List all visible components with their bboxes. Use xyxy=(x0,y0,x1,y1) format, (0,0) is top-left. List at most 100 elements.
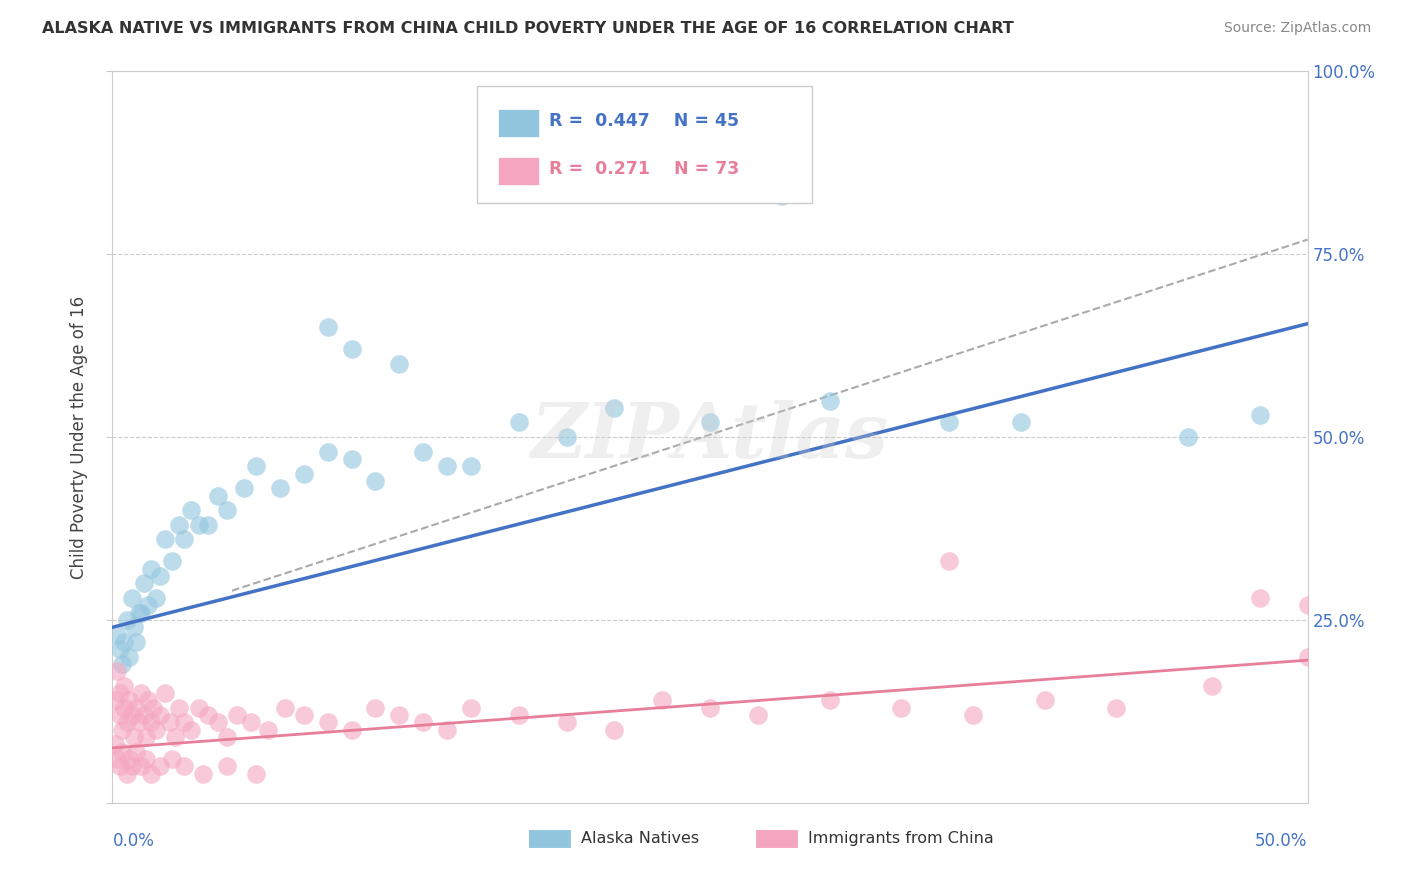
Point xyxy=(938,416,960,430)
Text: 0.0%: 0.0% xyxy=(112,832,155,850)
Point xyxy=(105,664,128,678)
Point xyxy=(135,752,157,766)
Point xyxy=(1010,416,1032,430)
Point xyxy=(197,708,219,723)
Point xyxy=(651,693,673,707)
FancyBboxPatch shape xyxy=(499,110,538,137)
Point xyxy=(1296,599,1319,613)
Point xyxy=(217,730,239,744)
Text: 50.0%: 50.0% xyxy=(1256,832,1308,850)
Point xyxy=(508,708,530,723)
Point xyxy=(108,686,131,700)
Point xyxy=(273,700,295,714)
Point xyxy=(173,759,195,773)
Point xyxy=(240,715,263,730)
Point xyxy=(104,737,127,751)
Point xyxy=(132,576,155,591)
Point xyxy=(292,708,315,723)
Point xyxy=(340,452,363,467)
Point xyxy=(187,700,209,714)
Point xyxy=(125,635,148,649)
Text: R =  0.271    N = 73: R = 0.271 N = 73 xyxy=(548,160,740,178)
Point xyxy=(139,766,162,780)
Point xyxy=(207,715,229,730)
Point xyxy=(747,708,769,723)
Point xyxy=(316,320,339,334)
Point xyxy=(180,503,202,517)
Point xyxy=(149,708,172,723)
Point xyxy=(233,481,256,495)
Point xyxy=(121,759,143,773)
Point xyxy=(125,700,148,714)
Point xyxy=(129,686,152,700)
Point xyxy=(114,635,135,649)
Point xyxy=(132,708,155,723)
Point xyxy=(217,759,239,773)
Point xyxy=(145,591,167,605)
FancyBboxPatch shape xyxy=(755,830,799,848)
Point xyxy=(129,759,152,773)
Point xyxy=(163,730,186,744)
Point xyxy=(316,715,339,730)
Point xyxy=(145,723,167,737)
Point xyxy=(1249,591,1271,605)
Point xyxy=(770,188,793,202)
Point xyxy=(257,723,280,737)
Point xyxy=(412,715,434,730)
Point xyxy=(142,700,165,714)
Point xyxy=(104,693,127,707)
Point xyxy=(388,357,411,371)
Text: R =  0.447    N = 45: R = 0.447 N = 45 xyxy=(548,112,738,130)
Point xyxy=(1296,649,1319,664)
Point xyxy=(129,606,152,620)
Point xyxy=(460,700,482,714)
Y-axis label: Child Poverty Under the Age of 16: Child Poverty Under the Age of 16 xyxy=(70,295,89,579)
Point xyxy=(128,715,150,730)
Point xyxy=(108,708,131,723)
FancyBboxPatch shape xyxy=(529,830,571,848)
Point xyxy=(436,723,458,737)
Point xyxy=(162,752,183,766)
Point xyxy=(890,700,912,714)
Point xyxy=(149,569,172,583)
Point xyxy=(111,657,134,671)
Point xyxy=(316,444,339,458)
Point xyxy=(269,481,291,495)
Point xyxy=(555,715,578,730)
Point xyxy=(173,533,195,547)
Point xyxy=(217,503,239,517)
Point xyxy=(118,752,141,766)
Point xyxy=(108,642,131,657)
Point xyxy=(118,649,141,664)
Point xyxy=(135,730,157,744)
Point xyxy=(436,459,458,474)
Point xyxy=(153,686,176,700)
Point xyxy=(173,715,195,730)
Point xyxy=(118,693,141,707)
Point xyxy=(108,759,131,773)
Point xyxy=(1105,700,1128,714)
Point xyxy=(1033,693,1056,707)
Point xyxy=(292,467,315,481)
Point xyxy=(159,715,181,730)
Point xyxy=(125,745,148,759)
Text: ZIPAtlas: ZIPAtlas xyxy=(531,401,889,474)
Point xyxy=(139,562,162,576)
Point xyxy=(139,715,162,730)
Point xyxy=(197,517,219,532)
Point xyxy=(105,752,128,766)
Point xyxy=(115,766,138,780)
Point xyxy=(169,517,191,532)
Point xyxy=(149,759,172,773)
Point xyxy=(364,700,387,714)
FancyBboxPatch shape xyxy=(499,157,538,185)
Point xyxy=(115,613,138,627)
Point xyxy=(699,700,721,714)
Text: ALASKA NATIVE VS IMMIGRANTS FROM CHINA CHILD POVERTY UNDER THE AGE OF 16 CORRELA: ALASKA NATIVE VS IMMIGRANTS FROM CHINA C… xyxy=(42,21,1014,36)
Point xyxy=(114,700,135,714)
Point xyxy=(138,693,160,707)
Text: Immigrants from China: Immigrants from China xyxy=(808,831,994,847)
Point xyxy=(1201,679,1223,693)
Point xyxy=(245,459,267,474)
Point xyxy=(962,708,984,723)
